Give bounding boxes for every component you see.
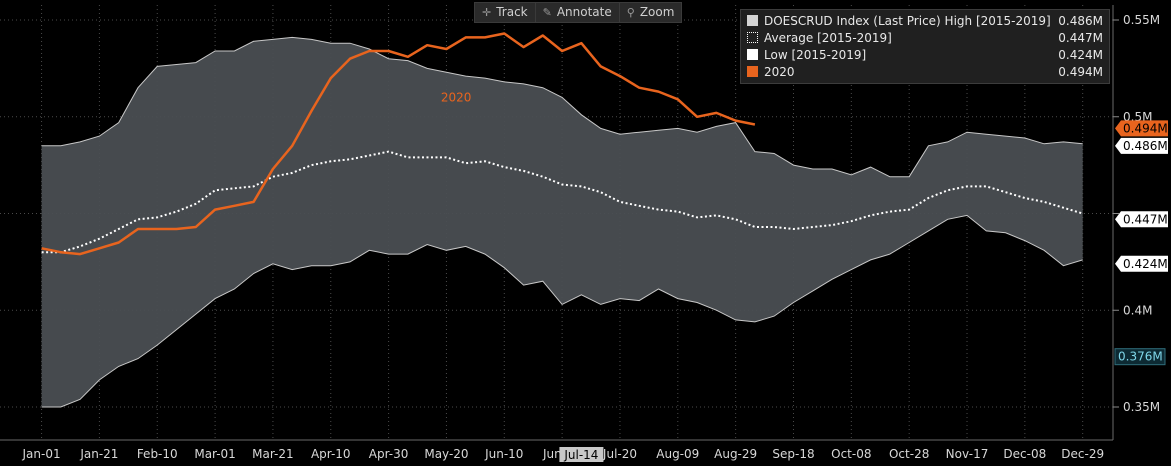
x-tick-label: Aug-29 [714,447,757,461]
chart-toolbar: ✛ Track ✎ Annotate ⚲ Zoom [474,2,683,23]
crosshair-date-box [559,447,604,462]
x-tick-label: Apr-10 [311,447,351,461]
legend-label-2020: 2020 [764,64,795,79]
x-tick-label: Mar-01 [194,447,235,461]
last-value-label-2020: 0.494M [1123,121,1168,135]
track-button[interactable]: ✛ Track [475,3,536,22]
x-tick-label: Jan-21 [79,447,118,461]
x-tick-label: May-20 [424,447,468,461]
min-value-tag [1114,348,1166,366]
last-value-label-high: 0.486M [1123,139,1168,153]
annotate-label: Annotate [556,5,612,19]
zoom-button[interactable]: ⚲ Zoom [620,3,682,22]
tag-layer: 0.494M 0.486M 0.447M 0.424M 0.376M [1114,120,1168,366]
annotate-button[interactable]: ✎ Annotate [536,3,620,22]
pencil-icon: ✎ [542,6,552,19]
x-tick-label: Mar-21 [252,447,293,461]
legend-swatch-high [747,15,758,26]
y-tick-label: 0.35M [1123,400,1160,414]
legend-entry-2020[interactable]: 2020 0.494M [747,63,1103,80]
legend-value-high: 0.486M [1058,13,1103,28]
x-tick-label: Dec-29 [1061,447,1104,461]
legend-swatch-2020 [747,66,758,77]
x-tick-label: Jan-01 [22,447,61,461]
y-tick-label: 0.5M [1123,110,1152,124]
series-line-low [41,214,1083,408]
legend-label-high: DOESCRUD Index (Last Price) High [2015-2… [764,13,1051,28]
last-value-tag-2020 [1115,120,1168,137]
last-value-label-low: 0.424M [1123,257,1168,271]
series-layer: 2020 [41,32,1083,256]
min-value-label: 0.376M [1118,350,1163,364]
legend-value-2020: 0.494M [1058,64,1103,79]
y-tick-label: 0.4M [1123,303,1152,317]
band-layer [41,36,1083,408]
x-tick-label: Sep-18 [772,447,814,461]
x-tick-label: Aug-09 [656,447,699,461]
x-tick-label: Feb-10 [137,447,178,461]
axis-layer: 0.35M 0.4M 0.5M 0.55M Jan-01 Jan-21 Feb-10 Mar-… [0,5,1160,462]
legend-label-low: Low [2015-2019] [764,47,867,62]
legend-swatch-low [747,49,758,60]
last-value-tag-low [1115,255,1168,272]
series-line-average [41,150,1083,254]
range-band [41,37,1083,408]
x-tick-label: Dec-08 [1003,447,1046,461]
legend-entry-average[interactable]: Average [2015-2019] 0.447M [747,29,1103,46]
x-tick-label: Oct-28 [889,447,929,461]
x-tick-label: Jun-10 [484,447,523,461]
x-tick-label: Nov-17 [946,447,989,461]
legend-label-average: Average [2015-2019] [764,30,892,45]
legend-value-low: 0.424M [1058,47,1103,62]
series-line-2020 [41,32,756,256]
legend-entry-low[interactable]: Low [2015-2019] 0.424M [747,46,1103,63]
crosshair-date-label: Jul-14 [563,448,598,462]
track-label: Track [496,5,528,19]
zoom-label: Zoom [639,5,675,19]
y-tick-label: 0.55M [1123,13,1160,27]
crosshair-icon: ✛ [482,6,492,19]
legend-entry-high[interactable]: DOESCRUD Index (Last Price) High [2015-2… [747,12,1103,29]
x-tick-label: Oct-08 [831,447,871,461]
last-value-tag-average [1115,211,1168,228]
last-value-label-average: 0.447M [1123,212,1168,226]
chart-legend: DOESCRUD Index (Last Price) High [2015-2… [740,9,1110,84]
series-line-high [41,36,1083,178]
legend-value-average: 0.447M [1058,30,1103,45]
series-inline-label-2020: 2020 [441,90,472,104]
x-tick-label: Apr-30 [369,447,409,461]
legend-swatch-average [747,32,758,43]
last-value-tag-high [1115,137,1168,154]
magnifier-icon: ⚲ [626,6,635,19]
x-tick-label: Jul-20 [602,447,637,461]
